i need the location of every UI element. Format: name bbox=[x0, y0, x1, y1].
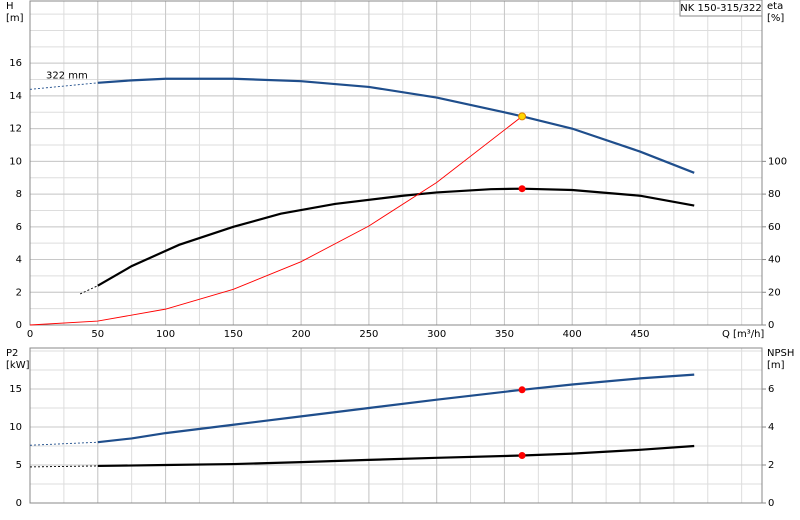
y-tick-label: 2 bbox=[16, 287, 22, 298]
y2-tick-label: 2 bbox=[768, 460, 774, 471]
plots: 0 50 100 150 200 250 300 350 400 4500246810121416… bbox=[6, 0, 794, 509]
plot-border bbox=[29, 0, 763, 326]
series-line bbox=[97, 444, 695, 468]
annotation: 322 mm bbox=[46, 70, 88, 81]
series-line bbox=[79, 285, 98, 295]
y2-tick-label: 100 bbox=[768, 156, 787, 167]
operating-point bbox=[518, 452, 526, 460]
series-line bbox=[97, 187, 695, 287]
y-axis-unit: [m] bbox=[6, 13, 24, 24]
x-axis-label: Q [m³/h] bbox=[722, 329, 764, 340]
y-tick-label: 0 bbox=[16, 320, 22, 331]
y2-tick-label: 0 bbox=[768, 320, 774, 331]
y-tick-label: 4 bbox=[16, 255, 22, 266]
y2-tick-label: 4 bbox=[768, 422, 774, 433]
y-tick-label: 14 bbox=[9, 91, 22, 102]
chart-title: NK 150-315/322 bbox=[680, 3, 761, 14]
x-tick-label: 250 bbox=[359, 329, 378, 340]
y2-tick-label: 20 bbox=[768, 287, 781, 298]
operating-point bbox=[518, 112, 527, 121]
y2-tick-label: 6 bbox=[768, 384, 774, 395]
y2-axis-unit: [%] bbox=[767, 13, 784, 24]
y2-tick-label: 0 bbox=[768, 498, 774, 509]
y-axis-label: P2 bbox=[6, 348, 18, 359]
x-tick-label: 300 bbox=[427, 329, 446, 340]
y-tick-label: 10 bbox=[9, 156, 22, 167]
y-tick-label: 8 bbox=[16, 189, 22, 200]
plot-area bbox=[30, 348, 762, 503]
operating-point bbox=[518, 386, 526, 394]
x-tick-label: 350 bbox=[495, 329, 514, 340]
y-tick-label: 0 bbox=[16, 498, 22, 509]
operating-point bbox=[518, 185, 526, 193]
y-axis-unit: [kW] bbox=[6, 360, 30, 371]
y-tick-label: 15 bbox=[9, 384, 22, 395]
y2-tick-label: 80 bbox=[768, 189, 781, 200]
title-box bbox=[679, 0, 763, 17]
x-tick-label: 0 bbox=[27, 329, 33, 340]
x-tick-label: 200 bbox=[292, 329, 311, 340]
series-line bbox=[29, 465, 98, 468]
y-tick-label: 12 bbox=[9, 124, 22, 135]
x-tick-label: 50 bbox=[91, 329, 104, 340]
x-tick-label: 450 bbox=[630, 329, 649, 340]
y2-tick-label: 40 bbox=[768, 255, 781, 266]
plot-border bbox=[29, 347, 763, 504]
y2-tick-label: 60 bbox=[768, 222, 781, 233]
y-tick-label: 6 bbox=[16, 222, 22, 233]
x-tick-label: 400 bbox=[563, 329, 582, 340]
x-tick-label: 100 bbox=[156, 329, 175, 340]
y2-axis-unit: [m] bbox=[767, 360, 785, 371]
y2-axis-label: NPSH bbox=[767, 348, 794, 359]
y2-axis-label: eta bbox=[767, 1, 783, 12]
y-tick-label: 16 bbox=[9, 58, 22, 69]
y-tick-label: 5 bbox=[16, 460, 22, 471]
x-tick-label: 150 bbox=[224, 329, 243, 340]
series-line bbox=[29, 82, 98, 90]
y-axis-label: H bbox=[6, 1, 14, 12]
series-line bbox=[29, 116, 523, 326]
series-line bbox=[97, 77, 695, 174]
series-line bbox=[97, 373, 695, 444]
y-tick-label: 10 bbox=[9, 422, 22, 433]
series-line bbox=[29, 441, 98, 446]
